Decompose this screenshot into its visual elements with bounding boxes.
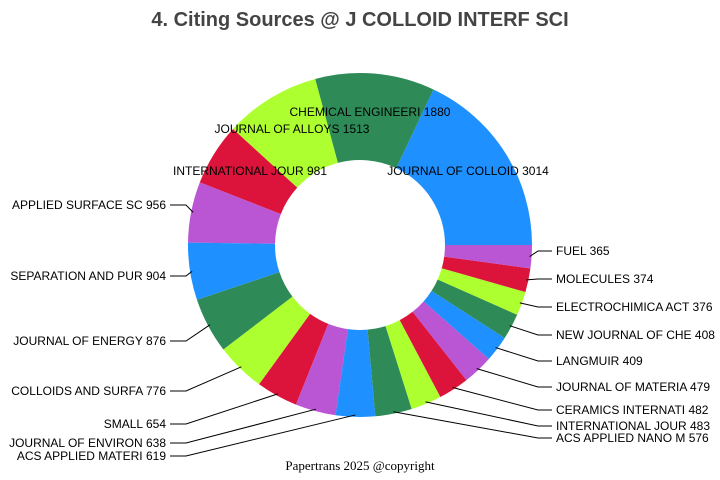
slice-12 [385, 320, 441, 410]
slice-19 [444, 245, 532, 269]
leader-line-15 [495, 347, 552, 362]
slice-4 [188, 182, 281, 244]
slice-9 [295, 323, 348, 416]
slice-label-4: APPLIED SURFACE SC 956 [12, 198, 166, 212]
leader-line-9 [170, 408, 317, 444]
slice-label-9: JOURNAL OF ENVIRON 638 [9, 436, 166, 450]
slice-label-7: COLLOIDS AND SURFA 776 [11, 384, 166, 398]
slice-label-13: CERAMICS INTERNATI 482 [556, 403, 709, 417]
slice-1 [315, 73, 434, 169]
slice-label-18: MOLECULES 374 [556, 272, 654, 286]
slice-label-2: JOURNAL OF ALLOYS 1513 [215, 122, 370, 136]
slice-7 [223, 296, 311, 385]
slice-15 [423, 290, 505, 359]
leader-line-8 [170, 393, 279, 425]
slice-label-0: JOURNAL OF COLLOID 3014 [387, 164, 549, 178]
slice-5 [188, 242, 280, 300]
slice-18 [441, 256, 531, 293]
slice-label-8: SMALL 654 [104, 417, 167, 431]
slice-14 [412, 301, 489, 381]
footer-copyright: Papertrans 2025 @copyright [285, 458, 435, 473]
slice-label-1: CHEMICAL ENGINEERI 1880 [290, 105, 451, 119]
slice-label-16: NEW JOURNAL OF CHE 408 [556, 328, 715, 342]
leader-line-16 [509, 325, 552, 336]
slice-13 [399, 311, 467, 398]
slice-label-5: SEPARATION AND PUR 904 [10, 269, 166, 283]
leader-line-11 [393, 411, 552, 439]
slice-11 [367, 326, 412, 417]
slice-6 [196, 272, 293, 350]
slice-label-15: LANGMUIR 409 [556, 354, 643, 368]
leader-line-4 [170, 204, 194, 213]
slice-2 [232, 78, 338, 188]
slice-16 [431, 279, 518, 338]
slice-label-3: INTERNATIONAL JOUR 981 [173, 164, 327, 178]
leader-line-10 [170, 414, 356, 457]
slice-label-17: ELECTROCHIMICA ACT 376 [556, 300, 713, 314]
slice-label-19: FUEL 365 [556, 244, 610, 258]
leader-line-5 [170, 270, 193, 277]
slice-3 [199, 129, 298, 215]
leader-line-18 [526, 278, 552, 281]
leader-line-17 [519, 302, 552, 308]
leader-line-14 [476, 368, 552, 388]
slice-0 [396, 89, 532, 245]
leader-line-19 [529, 250, 552, 258]
slice-10 [335, 329, 376, 417]
leader-line-7 [170, 366, 242, 392]
slice-label-11: ACS APPLIED NANO M 576 [556, 431, 709, 445]
slice-label-10: ACS APPLIED MATERI 619 [17, 449, 166, 463]
slice-8 [259, 313, 329, 405]
slice-label-14: JOURNAL OF MATERIA 479 [556, 380, 710, 394]
slice-label-12: INTERNATIONAL JOUR 483 [556, 419, 710, 433]
slice-17 [437, 268, 526, 315]
leader-line-12 [425, 401, 552, 427]
chart-title: 4. Citing Sources @ J COLLOID INTERF SCI [151, 9, 568, 31]
slice-label-6: JOURNAL OF ENERGY 876 [13, 334, 166, 348]
leader-line-6 [170, 324, 211, 342]
leader-line-13 [452, 387, 552, 411]
